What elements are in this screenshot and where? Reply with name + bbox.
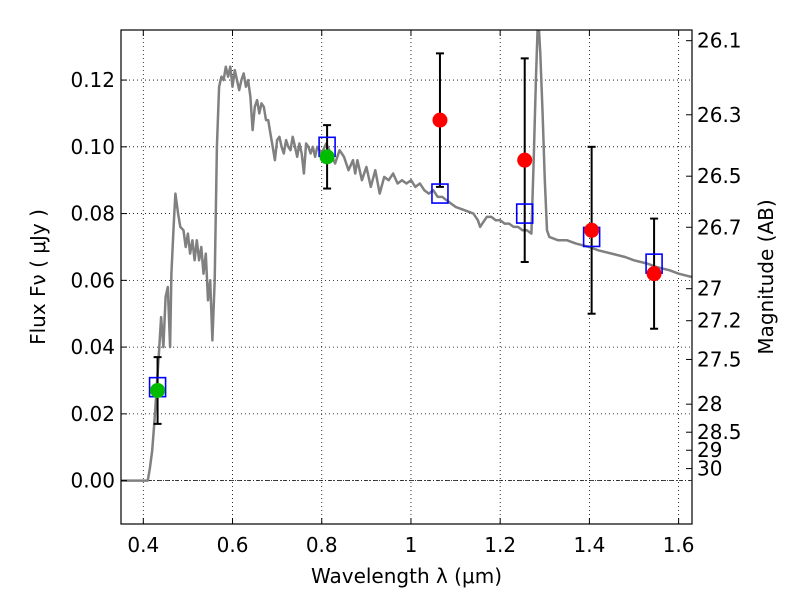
y-tick-label: 0.10	[70, 135, 115, 159]
mag-tick-label: 27	[697, 277, 722, 301]
y-tick-label: 0.06	[70, 268, 115, 292]
observed-photometry-point	[150, 382, 166, 398]
y-tick-label: 0.02	[70, 402, 115, 426]
model-photometry-square	[515, 203, 534, 224]
mag-tick-label: 27.2	[697, 309, 742, 333]
mag-tick-label: 26.3	[697, 103, 742, 127]
y-tick-label: 0.00	[70, 469, 115, 493]
mag-tick-label: 26.1	[697, 29, 742, 53]
y-axis-label: Flux Fν ( μJy )	[26, 209, 50, 345]
x-tick-label: 1.2	[484, 533, 516, 557]
right-axis-label: Magnitude (AB)	[754, 199, 778, 354]
axis-ticks: 0.4 0.6 0.8 1 1.2 1.4 1.6 0.00 0.02 0.04 0.06 0.08 0…	[70, 29, 741, 557]
y-tick-label: 0.08	[70, 202, 115, 226]
x-tick-label: 0.4	[127, 533, 159, 557]
model-spectrum	[121, 30, 692, 482]
y-tick-label: 0.04	[70, 335, 115, 359]
mag-tick-label: 26.5	[697, 164, 742, 188]
observed-photometry-point	[584, 222, 600, 238]
mag-tick-label: 27.5	[697, 347, 742, 371]
observed-photometry-point	[432, 112, 448, 128]
plot-frame	[120, 29, 693, 525]
mag-tick-label: 29	[697, 438, 722, 462]
observed-photometry-markers	[150, 112, 662, 398]
observed-photometry-point	[319, 149, 335, 165]
x-tick-label: 1.6	[663, 533, 695, 557]
x-tick-label: 0.8	[306, 533, 338, 557]
x-tick-label: 1.4	[573, 533, 605, 557]
mag-tick-label: 28.5	[697, 420, 742, 444]
x-tick-label: 0.6	[217, 533, 249, 557]
mag-tick-label: 26.7	[697, 215, 742, 239]
x-tick-label: 1	[405, 533, 418, 557]
model-photometry-square	[431, 183, 449, 204]
mag-tick-label: 28	[697, 392, 722, 416]
observed-photometry-point	[646, 266, 662, 282]
x-axis-label: Wavelength λ (μm)	[311, 564, 502, 588]
mag-tick-label: 30	[697, 457, 722, 481]
y-tick-label: 0.12	[70, 68, 115, 92]
observed-photometry-point	[517, 152, 533, 168]
model-spectrum-line	[121, 30, 692, 482]
